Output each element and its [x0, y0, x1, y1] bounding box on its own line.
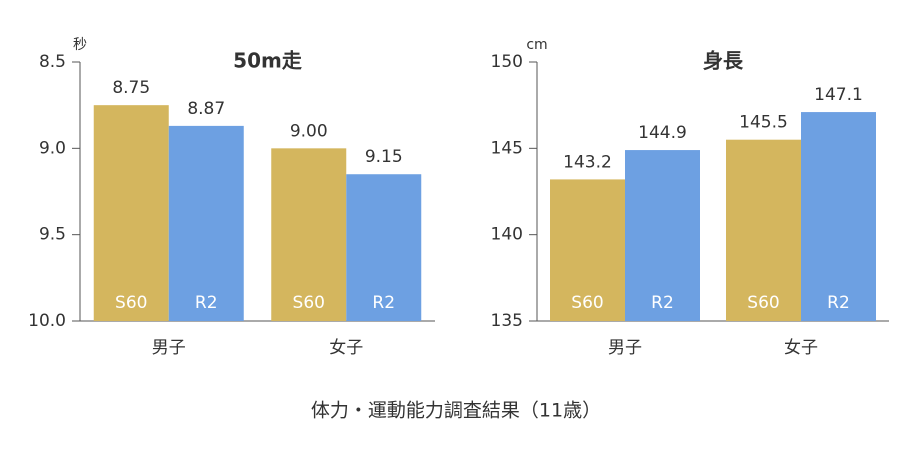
value-label: 143.2 — [563, 152, 612, 172]
y-tick-label: 10.0 — [28, 311, 66, 331]
y-tick-label: 145 — [491, 138, 523, 158]
y-unit: cm — [526, 37, 547, 53]
value-label: 144.9 — [638, 123, 687, 143]
bar — [168, 125, 244, 322]
legend-label: R2 — [651, 293, 674, 313]
y-tick-label: 8.5 — [39, 52, 66, 72]
bar — [625, 150, 700, 321]
bar — [801, 112, 876, 321]
bar — [726, 139, 801, 321]
y-tick-label: 135 — [491, 311, 523, 331]
legend-label: R2 — [827, 293, 850, 313]
bar — [346, 174, 422, 321]
bar — [271, 148, 347, 321]
value-label: 147.1 — [814, 85, 863, 105]
y-unit: 秒 — [73, 37, 87, 53]
x-tick-label: 女子 — [329, 338, 363, 358]
y-tick-label: 150 — [491, 52, 523, 72]
value-label: 8.75 — [112, 78, 150, 98]
legend-label: S60 — [115, 293, 147, 313]
legend-label: S60 — [747, 293, 779, 313]
bar — [93, 105, 169, 322]
legend-label: R2 — [372, 293, 395, 313]
legend-label: R2 — [195, 293, 218, 313]
chart-title: 50m走 — [233, 49, 302, 73]
y-tick-label: 9.0 — [39, 138, 66, 158]
x-tick-label: 男子 — [152, 338, 186, 358]
caption: 体力・運動能力調査結果（11歳） — [311, 400, 601, 422]
legend-label: S60 — [293, 293, 325, 313]
x-tick-label: 女子 — [784, 338, 818, 358]
value-label: 8.87 — [187, 99, 225, 119]
x-tick-label: 男子 — [608, 338, 642, 358]
legend-label: S60 — [571, 293, 603, 313]
bar — [550, 179, 625, 321]
chart-title: 身長 — [703, 49, 744, 73]
y-tick-label: 140 — [491, 225, 523, 245]
y-tick-label: 9.5 — [39, 225, 66, 245]
value-label: 9.15 — [365, 147, 403, 167]
value-label: 9.00 — [290, 121, 328, 141]
value-label: 145.5 — [739, 113, 788, 133]
